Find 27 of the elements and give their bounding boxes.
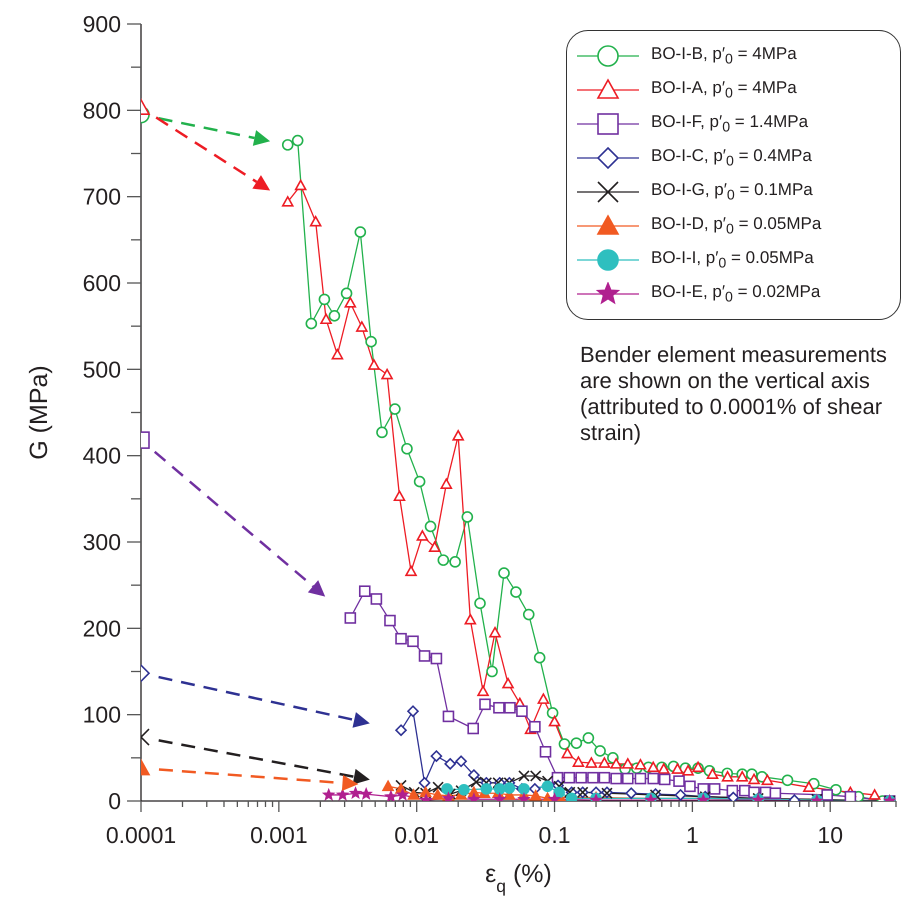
- x-tick-label: 0.01: [394, 822, 440, 848]
- y-tick-label: 900: [82, 11, 121, 37]
- legend-label: BO-I-I, p′$_{0}$ = 0.05MPa: [651, 248, 814, 272]
- x-tick-label: 10: [817, 822, 844, 848]
- y-tick-label: 0: [108, 788, 121, 814]
- legend-label: BO-I-D, p′$_{0}$ = 0.05MPa: [651, 214, 822, 238]
- y-tick-label: 700: [82, 184, 121, 210]
- y-axis-title: G (MPa): [25, 365, 53, 460]
- legend-label: BO-I-F, p′$_{0}$ = 1.4MPa: [651, 112, 808, 136]
- x-tick-label: 0.001: [250, 822, 308, 848]
- x-axis-title: ε$_{q}$ (%): [485, 860, 552, 896]
- legend-label: BO-I-B, p′$_{0}$ = 4MPa: [651, 44, 797, 68]
- legend-label: BO-I-A, p′$_{0}$ = 4MPa: [651, 78, 797, 102]
- x-tick-label: 0.0001: [106, 822, 176, 848]
- annotation: Bender element measurements are shown on the vertical axis (attributed to 0.0001% of shear strain): [580, 342, 888, 446]
- y-tick-label: 200: [82, 615, 121, 642]
- y-tick-label: 400: [82, 442, 121, 469]
- y-tick-label: 600: [82, 270, 121, 296]
- y-tick-label: 300: [82, 529, 121, 555]
- legend-label: BO-I-C, p′$_{0}$ = 0.4MPa: [651, 146, 812, 170]
- x-tick-label: 0.1: [538, 822, 571, 848]
- legend-label: BO-I-E, p′$_{0}$ = 0.02MPa: [651, 282, 820, 306]
- legend-label: BO-I-G, p′$_{0}$ = 0.1MPa: [651, 180, 813, 204]
- y-tick-label: 500: [82, 356, 121, 382]
- x-tick-label: 1: [686, 822, 699, 848]
- y-tick-label: 100: [82, 702, 121, 728]
- y-tick-label: 800: [82, 97, 121, 124]
